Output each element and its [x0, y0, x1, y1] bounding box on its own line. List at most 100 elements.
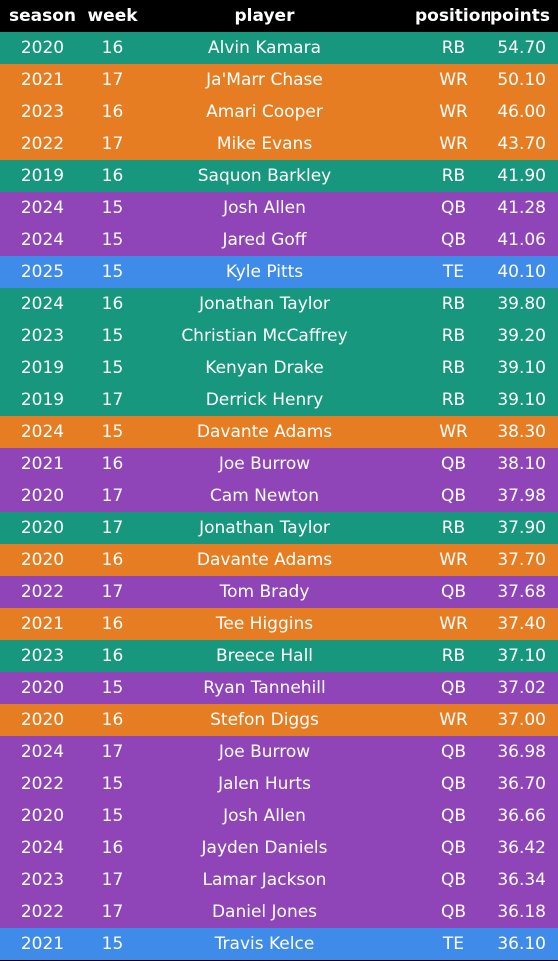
header-week[interactable]: week — [87, 6, 138, 26]
header-season[interactable]: season — [8, 6, 77, 26]
cell-points: 39.20 — [497, 326, 546, 346]
table-row: 2021 15 Travis Kelce TE 36.10 — [0, 928, 558, 960]
cell-points: 37.68 — [497, 582, 546, 602]
cell-position: WR — [439, 710, 468, 730]
cell-position: RB — [441, 518, 466, 538]
cell-player: Davante Adams — [196, 422, 333, 442]
cell-points: 36.18 — [497, 902, 546, 922]
table-row: 2019 16 Saquon Barkley RB 41.90 — [0, 160, 558, 192]
cell-position: QB — [440, 486, 467, 506]
cell-position: QB — [440, 454, 467, 474]
table-row: 2024 16 Jonathan Taylor RB 39.80 — [0, 288, 558, 320]
table-row: 2022 17 Tom Brady QB 37.68 — [0, 576, 558, 608]
cell-player: Stefon Diggs — [210, 710, 319, 730]
cell-points: 50.10 — [497, 70, 546, 90]
table-row: 2022 17 Mike Evans WR 43.70 — [0, 128, 558, 160]
table-row: 2025 15 Kyle Pitts TE 40.10 — [0, 256, 558, 288]
cell-week: 15 — [101, 806, 124, 826]
cell-week: 15 — [101, 326, 124, 346]
cell-points: 41.90 — [497, 166, 546, 186]
cell-player: Jonathan Taylor — [199, 294, 330, 314]
cell-player: Kyle Pitts — [225, 262, 304, 282]
table-row: 2024 17 Joe Burrow QB 36.98 — [0, 736, 558, 768]
cell-week: 16 — [101, 294, 124, 314]
header-points[interactable]: points — [490, 6, 551, 26]
cell-position: WR — [439, 70, 468, 90]
cell-season: 2020 — [20, 710, 65, 730]
cell-position: QB — [440, 582, 467, 602]
cell-points: 37.02 — [497, 678, 546, 698]
cell-position: QB — [440, 774, 467, 794]
cell-player: Lamar Jackson — [202, 870, 327, 890]
table-row: 2020 16 Stefon Diggs WR 37.00 — [0, 704, 558, 736]
cell-week: 17 — [101, 390, 124, 410]
cell-points: 37.70 — [497, 550, 546, 570]
header-position[interactable]: position — [415, 6, 490, 26]
cell-points: 41.06 — [497, 230, 546, 250]
cell-player: Breece Hall — [215, 646, 314, 666]
cell-player: Cam Newton — [209, 486, 320, 506]
table-row: 2020 15 Josh Allen QB 36.66 — [0, 800, 558, 832]
cell-week: 16 — [101, 38, 124, 58]
cell-position: RB — [441, 38, 466, 58]
table-row: 2024 15 Jared Goff QB 41.06 — [0, 224, 558, 256]
cell-week: 16 — [101, 550, 124, 570]
cell-points: 39.10 — [497, 358, 546, 378]
cell-player: Ja'Marr Chase — [206, 70, 323, 90]
cell-points: 38.30 — [497, 422, 546, 442]
cell-week: 17 — [101, 518, 124, 538]
cell-position: QB — [440, 806, 467, 826]
cell-week: 16 — [101, 454, 124, 474]
table-row: 2023 15 Christian McCaffrey RB 39.20 — [0, 320, 558, 352]
cell-week: 16 — [101, 614, 124, 634]
cell-week: 16 — [101, 838, 124, 858]
cell-points: 39.80 — [497, 294, 546, 314]
cell-position: TE — [442, 934, 465, 954]
cell-season: 2020 — [20, 38, 65, 58]
cell-season: 2023 — [20, 102, 65, 122]
cell-season: 2024 — [20, 198, 65, 218]
cell-week: 17 — [101, 582, 124, 602]
cell-position: WR — [439, 134, 468, 154]
cell-player: Daniel Jones — [211, 902, 318, 922]
cell-points: 54.70 — [497, 38, 546, 58]
cell-points: 37.90 — [497, 518, 546, 538]
table-row: 2019 15 Kenyan Drake RB 39.10 — [0, 352, 558, 384]
cell-position: WR — [439, 102, 468, 122]
cell-points: 46.00 — [497, 102, 546, 122]
table-row: 2021 16 Tee Higgins WR 37.40 — [0, 608, 558, 640]
cell-season: 2019 — [20, 358, 65, 378]
cell-week: 16 — [101, 166, 124, 186]
cell-points: 37.40 — [497, 614, 546, 634]
cell-week: 15 — [101, 358, 124, 378]
cell-season: 2024 — [20, 742, 65, 762]
cell-player: Jonathan Taylor — [199, 518, 330, 538]
cell-season: 2023 — [20, 326, 65, 346]
cell-position: RB — [441, 358, 466, 378]
cell-season: 2022 — [20, 774, 65, 794]
cell-season: 2020 — [20, 678, 65, 698]
cell-season: 2020 — [20, 550, 65, 570]
cell-week: 15 — [101, 774, 124, 794]
cell-season: 2022 — [20, 134, 65, 154]
cell-season: 2024 — [20, 838, 65, 858]
cell-week: 15 — [101, 262, 124, 282]
cell-season: 2023 — [20, 646, 65, 666]
cell-season: 2021 — [20, 934, 65, 954]
cell-points: 36.98 — [497, 742, 546, 762]
cell-season: 2019 — [20, 390, 65, 410]
table-row: 2020 16 Alvin Kamara RB 54.70 — [0, 32, 558, 64]
table-row: 2020 15 Ryan Tannehill QB 37.02 — [0, 672, 558, 704]
cell-position: RB — [441, 326, 466, 346]
header-player[interactable]: player — [234, 6, 295, 26]
table-body: 2020 16 Alvin Kamara RB 54.70 2021 17 Ja'Marr C… — [0, 32, 558, 960]
table-row: 2021 16 Joe Burrow QB 38.10 — [0, 448, 558, 480]
cell-player: Josh Allen — [223, 198, 306, 218]
cell-position: QB — [440, 742, 467, 762]
cell-position: WR — [439, 550, 468, 570]
cell-week: 15 — [101, 934, 124, 954]
cell-season: 2024 — [20, 230, 65, 250]
table-row: 2020 17 Jonathan Taylor RB 37.90 — [0, 512, 558, 544]
cell-player: Joe Burrow — [218, 742, 311, 762]
cell-player: Amari Cooper — [206, 102, 323, 122]
